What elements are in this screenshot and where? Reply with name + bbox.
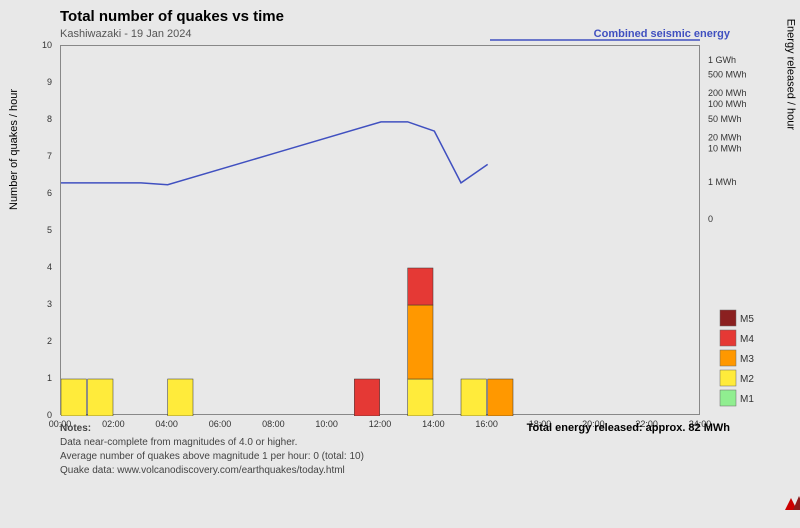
svg-text:10: 10 (42, 40, 52, 50)
svg-text:M1: M1 (740, 394, 754, 405)
volcano-icon (793, 496, 800, 510)
svg-text:5: 5 (47, 225, 52, 235)
total-energy-text: Total energy released: approx. 82 MWh (527, 422, 730, 434)
svg-text:10 MWh: 10 MWh (708, 144, 742, 154)
svg-text:14:00: 14:00 (422, 419, 445, 429)
svg-text:0: 0 (708, 214, 713, 224)
notes-line-1: Data near-complete from magnitudes of 4.… (60, 436, 364, 450)
svg-text:50 MWh: 50 MWh (708, 114, 742, 124)
chart-subtitle: Kashiwazaki - 19 Jan 2024 (60, 28, 191, 40)
svg-text:3: 3 (47, 299, 52, 309)
svg-text:M5: M5 (740, 314, 754, 325)
svg-text:1: 1 (47, 373, 52, 383)
svg-text:M2: M2 (740, 374, 754, 385)
svg-text:12:00: 12:00 (369, 419, 392, 429)
notes-title: Notes: (60, 422, 364, 436)
svg-text:200 MWh: 200 MWh (708, 88, 747, 98)
notes-line-3: Quake data: www.volcanodiscovery.com/ear… (60, 464, 364, 478)
svg-text:4: 4 (47, 262, 52, 272)
svg-text:100 MWh: 100 MWh (708, 99, 747, 109)
plot-area (60, 45, 700, 415)
energy-series-label: Combined seismic energy (594, 28, 730, 40)
svg-text:500 MWh: 500 MWh (708, 70, 747, 80)
svg-text:1 GWh: 1 GWh (708, 55, 736, 65)
y-axis-right-label: Energy released / hour (784, 19, 796, 130)
svg-text:16:00: 16:00 (475, 419, 498, 429)
svg-text:9: 9 (47, 77, 52, 87)
svg-text:M3: M3 (740, 354, 754, 365)
svg-text:M4: M4 (740, 334, 754, 345)
svg-text:8: 8 (47, 114, 52, 124)
notes-line-2: Average number of quakes above magnitude… (60, 450, 364, 464)
chart-container: Total number of quakes vs time Kashiwaza… (0, 0, 800, 500)
y-axis-left-label: Number of quakes / hour (8, 89, 20, 210)
svg-text:7: 7 (47, 151, 52, 161)
chart-title: Total number of quakes vs time (60, 8, 284, 25)
svg-text:1 MWh: 1 MWh (708, 177, 737, 187)
svg-text:6: 6 (47, 188, 52, 198)
plot-svg (61, 46, 701, 416)
svg-text:20 MWh: 20 MWh (708, 133, 742, 143)
notes-block: Notes: Data near-complete from magnitude… (60, 422, 364, 478)
svg-text:0: 0 (47, 410, 52, 420)
svg-text:2: 2 (47, 336, 52, 346)
